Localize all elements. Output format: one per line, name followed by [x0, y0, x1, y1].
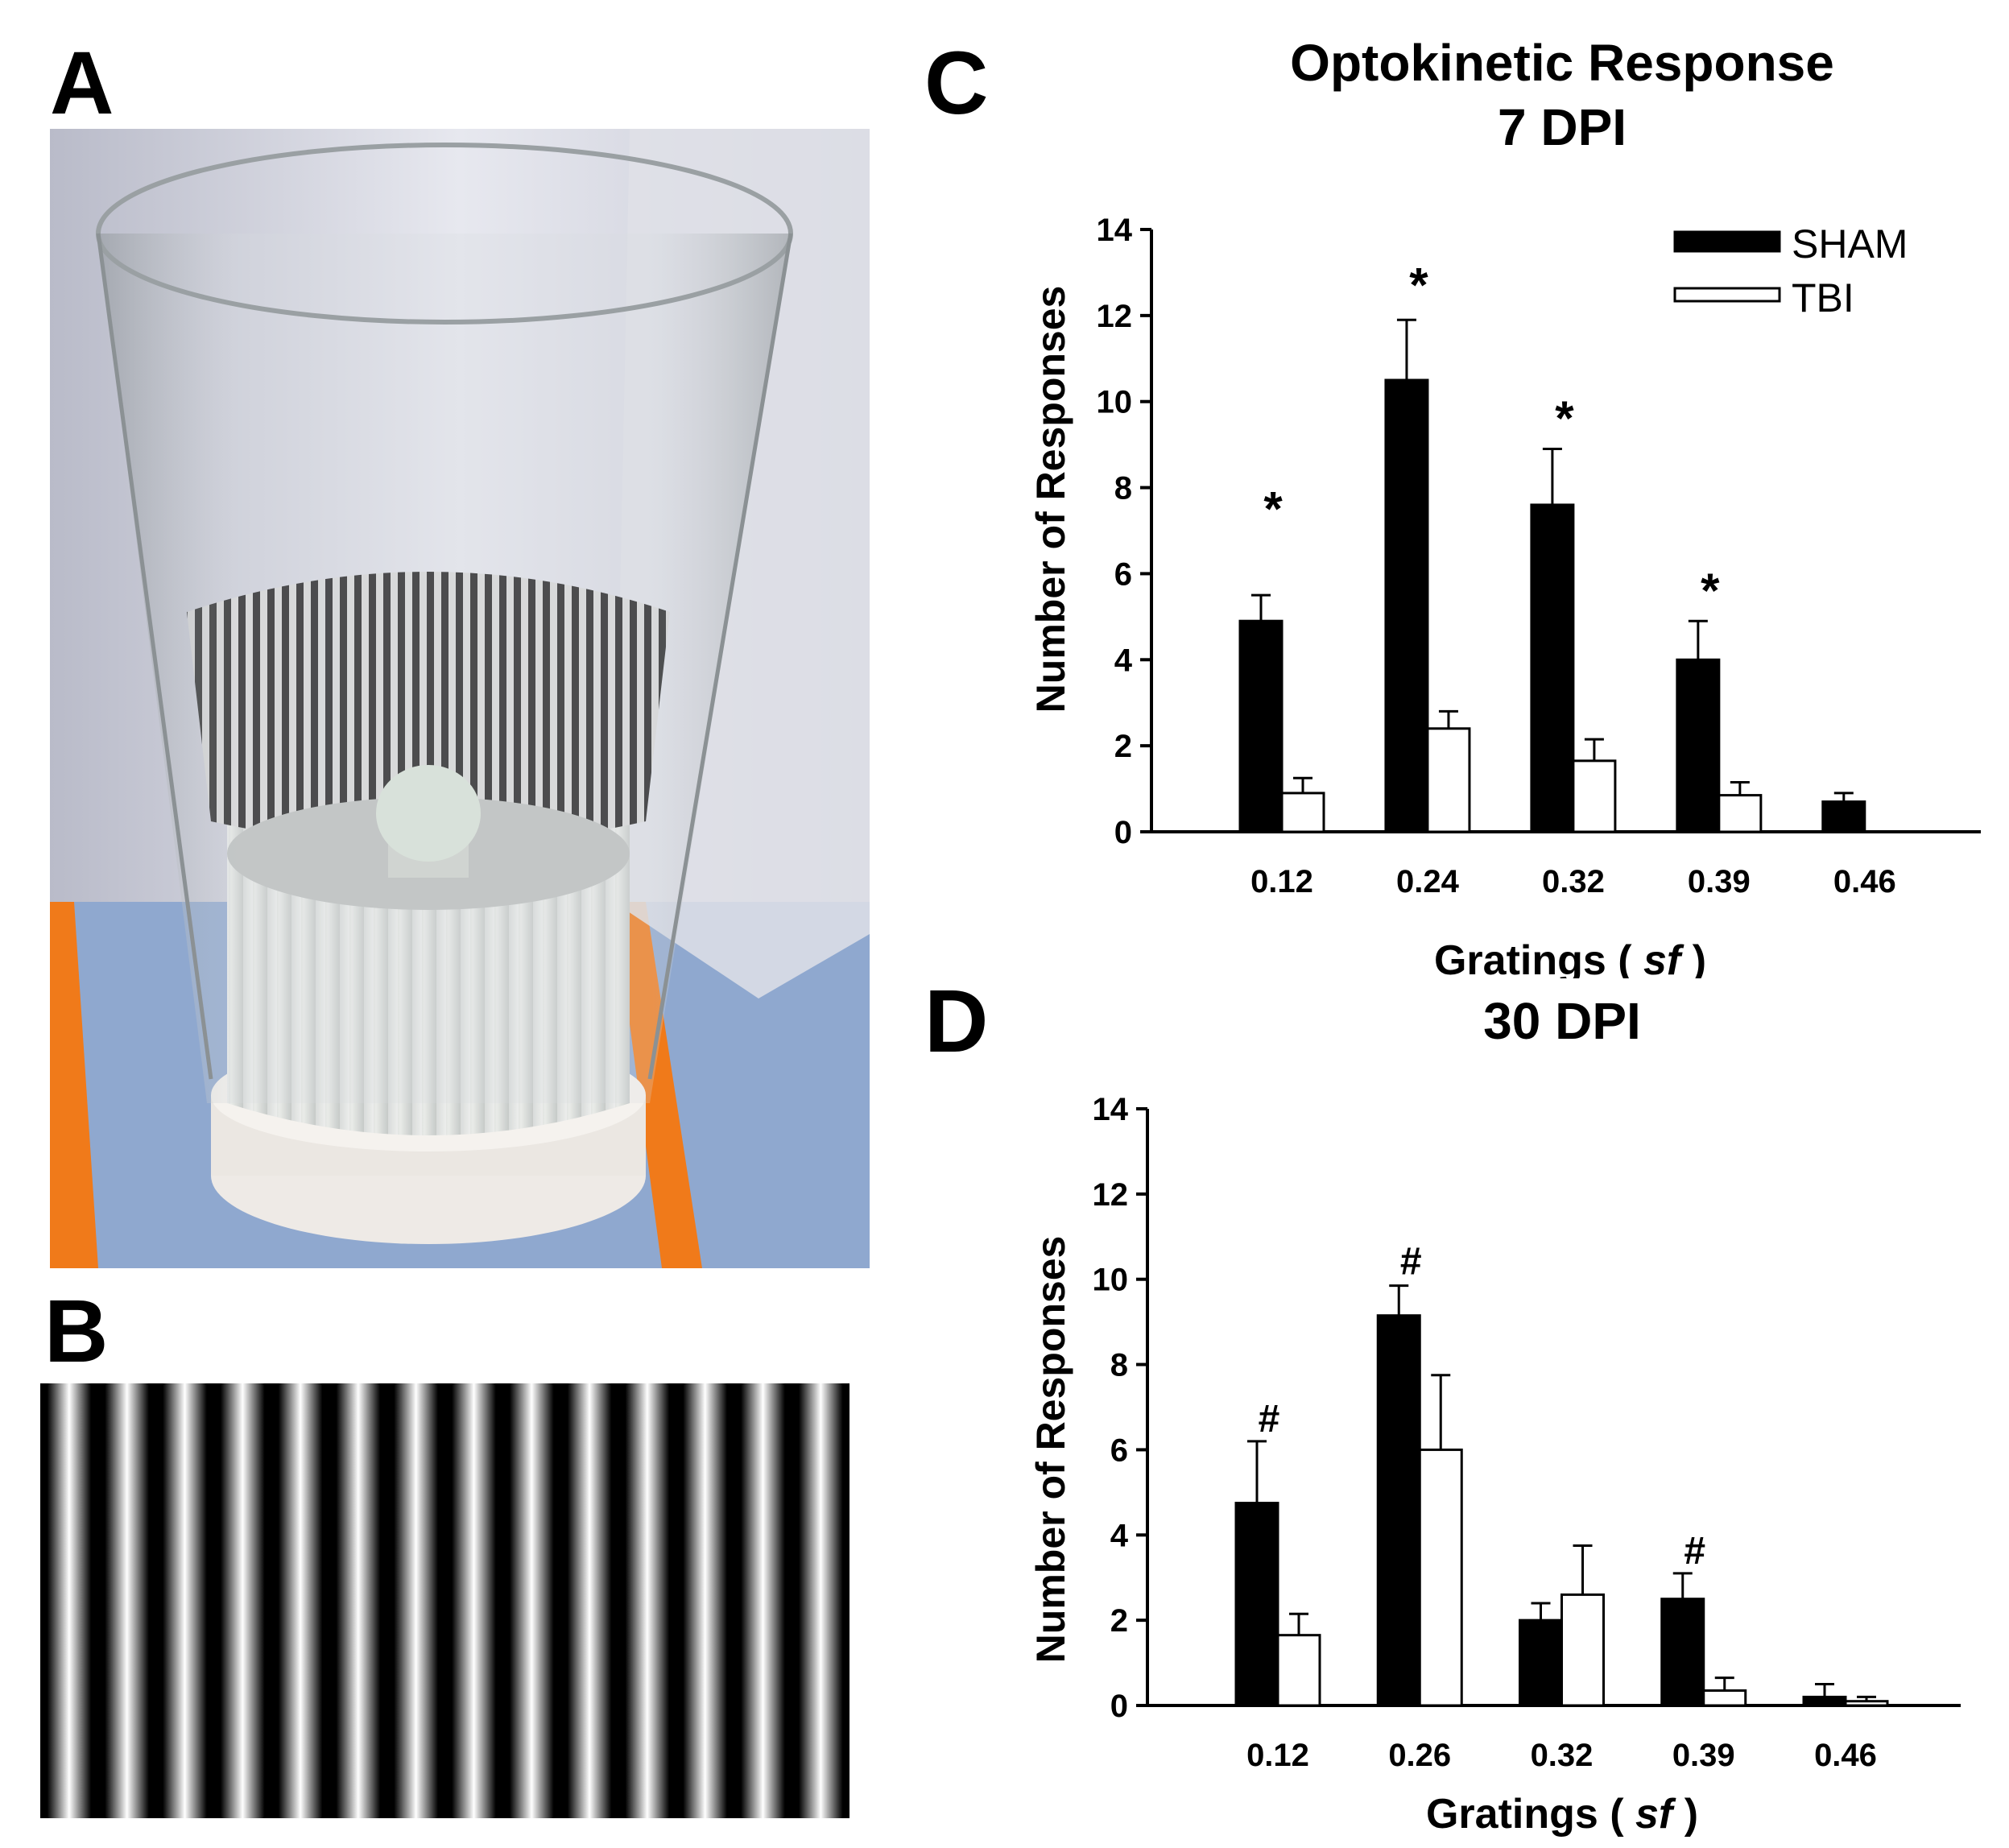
bar-sham	[1238, 619, 1284, 833]
glass-edge-left	[96, 233, 213, 1080]
x-tick-label: 0.24	[1396, 864, 1460, 899]
y-tick-label: 8	[1114, 471, 1132, 506]
y-tick-label: 14	[1093, 1092, 1129, 1127]
x-tick-label: 0.32	[1542, 864, 1605, 899]
y-tick-label: 10	[1097, 385, 1133, 420]
y-tick-label: 4	[1114, 643, 1133, 678]
x-tick-label: 0.26	[1388, 1738, 1451, 1773]
y-tick-label: 4	[1110, 1518, 1129, 1553]
x-tick-label: 0.46	[1833, 864, 1896, 899]
panel-label-a: A	[50, 34, 114, 133]
significance-marker: #	[1400, 1240, 1422, 1283]
x-tick-label: 0.12	[1250, 864, 1313, 899]
y-axis-label: Number of Responses	[1028, 1236, 1073, 1664]
bar-sham	[1821, 800, 1866, 833]
orange-tape-left	[50, 902, 98, 1268]
bar-sham	[1519, 1619, 1563, 1707]
glass-cylinder	[98, 234, 791, 1103]
legend-swatch-sham	[1673, 230, 1781, 253]
sine-grating-stimulus	[40, 1383, 849, 1818]
significance-marker: *	[1555, 391, 1574, 445]
y-tick-label: 6	[1114, 556, 1132, 592]
bar-tbi	[1844, 1700, 1889, 1707]
significance-marker: *	[1701, 564, 1720, 618]
panel-label-b: B	[44, 1282, 109, 1381]
panel-label-d: D	[924, 972, 989, 1071]
y-tick-label: 12	[1097, 299, 1133, 334]
x-tick-label: 0.39	[1688, 864, 1751, 899]
legend-label-sham: SHAM	[1792, 221, 1908, 267]
bar-sham	[1376, 1314, 1421, 1707]
bar-tbi	[1702, 1689, 1747, 1707]
y-tick-label: 8	[1110, 1348, 1128, 1383]
bar-sham	[1802, 1695, 1847, 1707]
glass-edge-right	[647, 233, 793, 1080]
bar-sham	[1660, 1598, 1705, 1707]
bar-tbi	[1572, 759, 1617, 833]
significance-marker: #	[1684, 1530, 1705, 1573]
y-tick-label: 0	[1114, 815, 1132, 850]
bar-tbi	[1718, 794, 1763, 833]
chart-title: Optokinetic Response	[1290, 34, 1834, 92]
y-tick-label: 0	[1110, 1689, 1128, 1724]
bar-tbi	[1418, 1448, 1463, 1707]
significance-marker: *	[1409, 258, 1428, 312]
bar-tbi	[1560, 1593, 1605, 1707]
y-tick-label: 14	[1097, 213, 1133, 248]
x-axis-label: Gratings ( sf )	[1426, 1791, 1698, 1838]
x-tick-label: 0.12	[1246, 1738, 1309, 1773]
y-tick-label: 12	[1093, 1177, 1129, 1213]
legend-label-tbi: TBI	[1792, 275, 1854, 320]
chart-7dpi: Optokinetic Response 7 DPI Number of Res…	[1028, 34, 1981, 978]
chart-subtitle: 7 DPI	[1498, 98, 1627, 156]
bar-sham	[1530, 503, 1575, 833]
y-tick-label: 10	[1093, 1263, 1129, 1298]
apparatus-photo	[50, 129, 870, 1268]
y-tick-label: 6	[1110, 1433, 1128, 1468]
bar-sham	[1384, 378, 1429, 833]
bar-sham	[1234, 1502, 1279, 1707]
panel-label-c: C	[924, 34, 989, 133]
chart-title: 30 DPI	[1483, 992, 1641, 1050]
legend-swatch-tbi	[1673, 287, 1781, 303]
bar-sham	[1676, 658, 1721, 833]
y-axis-label: Number of Responses	[1028, 286, 1073, 713]
chart-30dpi: 30 DPI Number of Responses Gratings ( sf…	[1028, 992, 1961, 1838]
bar-tbi	[1426, 727, 1471, 833]
bar-tbi	[1276, 1634, 1321, 1707]
x-tick-label: 0.39	[1672, 1738, 1735, 1773]
y-tick-label: 2	[1114, 729, 1132, 764]
significance-marker: *	[1263, 482, 1283, 535]
significance-marker: #	[1259, 1398, 1280, 1441]
x-tick-label: 0.46	[1814, 1738, 1877, 1773]
legend: SHAM TBI	[1673, 221, 1908, 320]
y-tick-label: 2	[1110, 1603, 1128, 1639]
bar-tbi	[1280, 792, 1325, 833]
x-tick-label: 0.32	[1531, 1738, 1594, 1773]
x-axis-label: Gratings ( sf )	[1434, 937, 1706, 978]
